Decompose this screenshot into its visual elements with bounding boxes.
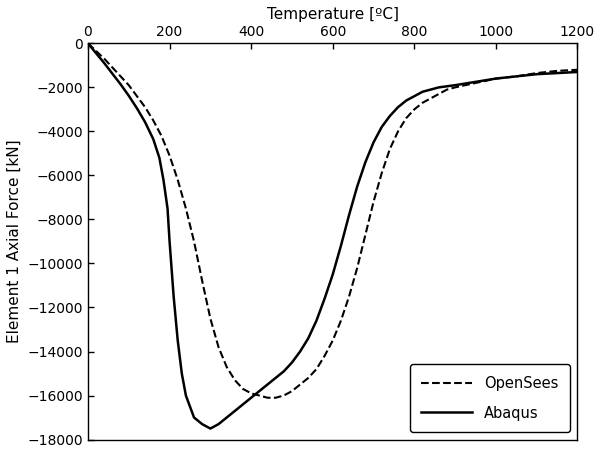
Abaqus [223, 415, 231, 420]
OpenSees [231, 377, 238, 383]
Line: Abaqus: Abaqus [88, 43, 577, 429]
Abaqus [353, 184, 361, 189]
Abaqus [84, 40, 92, 46]
Abaqus [297, 349, 304, 354]
X-axis label: Temperature [ºC]: Temperature [ºC] [267, 7, 399, 22]
Legend: OpenSees, Abaqus: OpenSees, Abaqus [410, 364, 570, 432]
Y-axis label: Element 1 Axial Force [kN]: Element 1 Axial Force [kN] [7, 140, 22, 343]
OpenSees [288, 389, 296, 394]
OpenSees [574, 67, 581, 72]
OpenSees [264, 395, 271, 400]
OpenSees [346, 294, 353, 299]
Abaqus [206, 426, 214, 431]
Abaqus [156, 155, 163, 161]
OpenSees [84, 40, 92, 46]
Abaqus [574, 69, 581, 75]
OpenSees [117, 74, 124, 79]
OpenSees [362, 232, 369, 238]
Abaqus [321, 296, 328, 301]
Abaqus [313, 318, 320, 324]
OpenSees [513, 74, 520, 79]
Line: OpenSees: OpenSees [88, 43, 577, 398]
